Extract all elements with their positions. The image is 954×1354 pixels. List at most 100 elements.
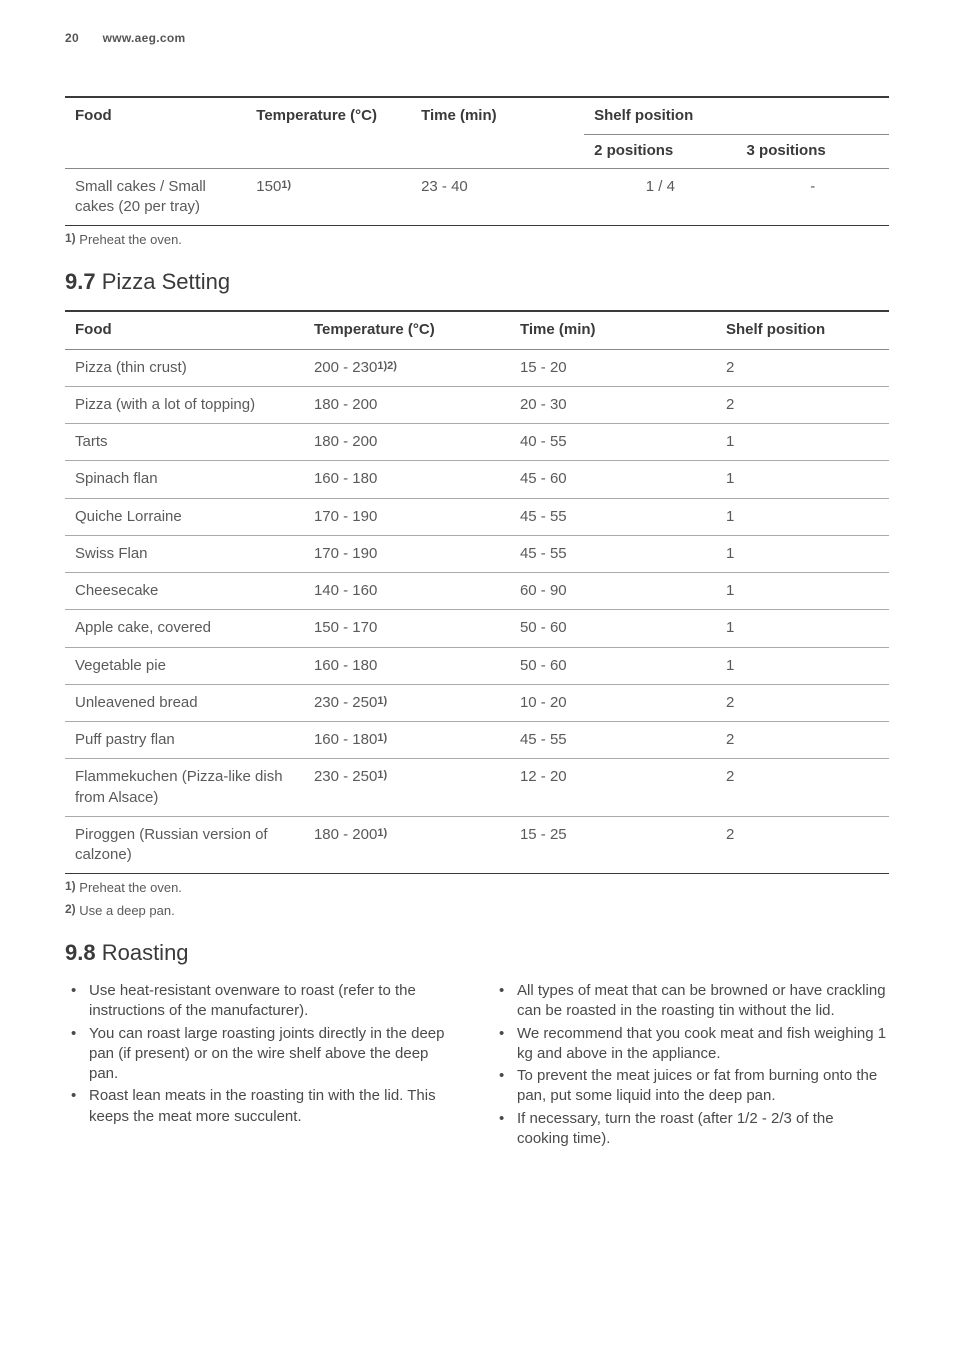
cell-shelf: 2 — [716, 722, 889, 759]
table-row: Apple cake, covered150 - 17050 - 601 — [65, 610, 889, 647]
cell-time: 60 - 90 — [510, 573, 716, 610]
cell-time: 50 - 60 — [510, 610, 716, 647]
cell-food: Unleavened bread — [65, 684, 304, 721]
cell-shelf: 2 — [716, 816, 889, 874]
list-item: Roast lean meats in the roasting tin wit… — [89, 1086, 461, 1127]
table-row: Pizza (with a lot of topping)180 - 20020… — [65, 386, 889, 423]
cell-shelf: 2 — [716, 759, 889, 817]
cell-shelf: 1 — [716, 647, 889, 684]
cell-temp: 230 - 2501) — [304, 684, 510, 721]
cell-food: Spinach flan — [65, 461, 304, 498]
page-header: 20 www.aeg.com — [65, 30, 889, 46]
cell-food: Pizza (with a lot of topping) — [65, 386, 304, 423]
cell-time: 15 - 25 — [510, 816, 716, 874]
cell-food: Puff pastry flan — [65, 722, 304, 759]
cell-shelf: 2 — [716, 349, 889, 386]
list-item: Use heat-resistant ovenware to roast (re… — [89, 981, 461, 1022]
cell-food: Vegetable pie — [65, 647, 304, 684]
cell-food: Cheesecake — [65, 573, 304, 610]
col-temp: Temperature (°C) — [246, 97, 411, 168]
col-time: Time (min) — [411, 97, 584, 168]
cell-food: Piroggen (Russian version of calzone) — [65, 816, 304, 874]
cell-time: 23 - 40 — [411, 168, 584, 226]
cell-food: Swiss Flan — [65, 535, 304, 572]
bullet-list-right: All types of meat that can be browned or… — [493, 981, 889, 1149]
cell-time: 45 - 60 — [510, 461, 716, 498]
list-item: To prevent the meat juices or fat from b… — [517, 1066, 889, 1107]
list-item: You can roast large roasting joints dire… — [89, 1024, 461, 1085]
cell-temp: 150 - 170 — [304, 610, 510, 647]
pizza-table: Food Temperature (°C) Time (min) Shelf p… — [65, 310, 889, 874]
cell-temp: 160 - 180 — [304, 647, 510, 684]
table-row: Tarts180 - 20040 - 551 — [65, 424, 889, 461]
cell-food: Quiche Lorraine — [65, 498, 304, 535]
cell-time: 45 - 55 — [510, 498, 716, 535]
table-row: Quiche Lorraine170 - 19045 - 551 — [65, 498, 889, 535]
cell-time: 45 - 55 — [510, 535, 716, 572]
table-row: Swiss Flan170 - 19045 - 551 — [65, 535, 889, 572]
col-shelf: Shelf position — [716, 311, 889, 349]
cell-food: Apple cake, covered — [65, 610, 304, 647]
cell-food: Small cakes / Small cakes (20 per tray) — [65, 168, 246, 226]
cell-shelf: 2 — [716, 684, 889, 721]
footnote: 1) Preheat the oven. — [65, 230, 889, 249]
cell-shelf: 2 — [716, 386, 889, 423]
col-shelf: Shelf position — [584, 97, 889, 135]
footnote: 2) Use a deep pan. — [65, 901, 889, 920]
cell-temp: 180 - 200 — [304, 424, 510, 461]
cell-food: Tarts — [65, 424, 304, 461]
cell-temp: 160 - 1801) — [304, 722, 510, 759]
cell-temp: 200 - 2301)2) — [304, 349, 510, 386]
cell-food: Flammekuchen (Pizza-like dish from Alsac… — [65, 759, 304, 817]
cell-time: 50 - 60 — [510, 647, 716, 684]
footnote: 1) Preheat the oven. — [65, 878, 889, 897]
column-right: All types of meat that can be browned or… — [493, 981, 889, 1151]
list-item: We recommend that you cook meat and fish… — [517, 1024, 889, 1065]
page-number: 20 — [65, 30, 79, 46]
list-item: All types of meat that can be browned or… — [517, 981, 889, 1022]
cell-temp: 170 - 190 — [304, 498, 510, 535]
table-row: Unleavened bread230 - 2501)10 - 202 — [65, 684, 889, 721]
cell-temp: 180 - 2001) — [304, 816, 510, 874]
table-row: Small cakes / Small cakes (20 per tray) … — [65, 168, 889, 226]
cell-temp: 170 - 190 — [304, 535, 510, 572]
cell-temp: 160 - 180 — [304, 461, 510, 498]
cell-time: 40 - 55 — [510, 424, 716, 461]
page-url: www.aeg.com — [103, 31, 186, 45]
baking-table: Food Temperature (°C) Time (min) Shelf p… — [65, 96, 889, 226]
table-row: Vegetable pie160 - 18050 - 601 — [65, 647, 889, 684]
cell-shelf: 1 — [716, 573, 889, 610]
table-row: Cheesecake140 - 16060 - 901 — [65, 573, 889, 610]
cell-shelf: 1 — [716, 535, 889, 572]
column-left: Use heat-resistant ovenware to roast (re… — [65, 981, 461, 1151]
col-temp: Temperature (°C) — [304, 311, 510, 349]
cell-shelf: 1 — [716, 461, 889, 498]
col-food: Food — [65, 311, 304, 349]
table-row: Piroggen (Russian version of calzone)180… — [65, 816, 889, 874]
table-row: Pizza (thin crust)200 - 2301)2)15 - 202 — [65, 349, 889, 386]
col-2pos: 2 positions — [584, 135, 736, 168]
col-food: Food — [65, 97, 246, 168]
roasting-columns: Use heat-resistant ovenware to roast (re… — [65, 981, 889, 1151]
cell-p2: 1 / 4 — [584, 168, 736, 226]
cell-time: 45 - 55 — [510, 722, 716, 759]
list-item: If necessary, turn the roast (after 1/2 … — [517, 1109, 889, 1150]
cell-temp: 230 - 2501) — [304, 759, 510, 817]
cell-p3: - — [737, 168, 889, 226]
cell-temp: 1501) — [246, 168, 411, 226]
table-row: Spinach flan160 - 18045 - 601 — [65, 461, 889, 498]
cell-time: 10 - 20 — [510, 684, 716, 721]
cell-shelf: 1 — [716, 424, 889, 461]
cell-food: Pizza (thin crust) — [65, 349, 304, 386]
bullet-list-left: Use heat-resistant ovenware to roast (re… — [65, 981, 461, 1127]
cell-time: 15 - 20 — [510, 349, 716, 386]
cell-temp: 140 - 160 — [304, 573, 510, 610]
col-3pos: 3 positions — [737, 135, 889, 168]
cell-shelf: 1 — [716, 498, 889, 535]
section-heading-pizza: 9.7 Pizza Setting — [65, 267, 889, 297]
section-heading-roasting: 9.8 Roasting — [65, 938, 889, 968]
cell-time: 12 - 20 — [510, 759, 716, 817]
table-row: Puff pastry flan160 - 1801)45 - 552 — [65, 722, 889, 759]
cell-temp: 180 - 200 — [304, 386, 510, 423]
table-row: Flammekuchen (Pizza-like dish from Alsac… — [65, 759, 889, 817]
